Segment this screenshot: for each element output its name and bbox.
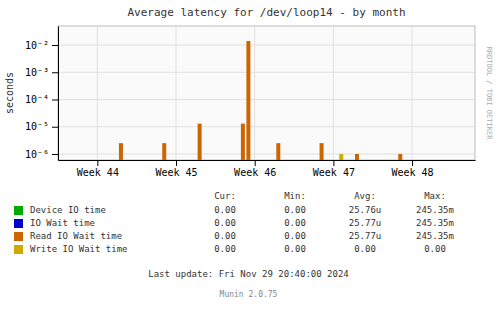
legend-value: 0.00 [284, 244, 306, 254]
title: Average latency for /dev/loop14 - by mon… [127, 6, 405, 19]
legend-entry: Write IO Wait time [30, 244, 128, 254]
bar [398, 154, 402, 160]
tick: Week 48 [391, 160, 433, 178]
tick-mark [97, 160, 98, 166]
tick-mark [52, 72, 58, 73]
tick: 10⁻² [25, 40, 58, 51]
grid [58, 26, 475, 160]
y-axis: 10⁻⁶ 10⁻⁵ 10⁻⁴ 10⁻³ 10⁻² [25, 27, 59, 161]
tick: 10⁻³ [25, 67, 58, 78]
tick-label: Week 45 [155, 167, 197, 178]
tick-mark [52, 45, 58, 46]
legend-swatch [14, 232, 23, 241]
tick: Week 44 [77, 160, 119, 178]
tick: Week 47 [313, 160, 355, 178]
bar [246, 41, 250, 160]
tick-mark [52, 127, 58, 128]
legend-swatch [14, 219, 23, 228]
tick: 10⁻⁴ [25, 94, 58, 105]
grid-line-x [412, 26, 413, 160]
legend-value: 0.00 [284, 218, 306, 228]
legend-value: 0.00 [284, 231, 306, 241]
y-axis-label: seconds [4, 72, 15, 114]
watermark: RRDTOOL / TOBI OETIKER [485, 47, 493, 141]
tick-mark [412, 160, 413, 166]
grid-line-x [254, 26, 255, 160]
legend-entry: Read IO Wait time [30, 231, 122, 241]
tick-label: Week 48 [391, 167, 433, 178]
legend-header: Cur: [214, 191, 236, 201]
bar [339, 154, 343, 160]
tick: 10⁻⁵ [25, 121, 58, 132]
legend-swatch [14, 206, 23, 215]
legend-entry: Device IO time [30, 205, 106, 215]
bar [119, 143, 123, 160]
tick-label: 10⁻⁶ [25, 149, 49, 160]
legend-value: 0.00 [214, 205, 236, 215]
legend-table: Cur: Min: Avg: Max: Device IO time 0.00 0.00 25… [14, 191, 454, 255]
tick: Week 46 [234, 160, 276, 178]
bars [119, 41, 402, 160]
bar [276, 143, 280, 160]
legend-value: 0.00 [214, 244, 236, 254]
legend-header: Max: [424, 191, 446, 201]
grid-line-x [97, 26, 98, 160]
axis-domain [58, 27, 59, 161]
legend-value: 25.77u [349, 231, 382, 241]
x-axis: Week 44 Week 45 Week 46 Week 47 Week 48 [59, 160, 476, 178]
tick-mark [333, 160, 334, 166]
tick: 10⁻⁶ [25, 149, 58, 160]
legend-value: 25.76u [349, 205, 382, 215]
legend-value: 245.35m [416, 218, 454, 228]
legend-value: 245.35m [416, 205, 454, 215]
tick-label: Week 47 [313, 167, 355, 178]
legend-value: 0.00 [214, 231, 236, 241]
tick-mark [52, 154, 58, 155]
bar [355, 154, 359, 160]
tick-mark [52, 99, 58, 100]
legend-value: 0.00 [214, 218, 236, 228]
tick-label: Week 44 [77, 167, 119, 178]
plot-frame [58, 26, 475, 160]
legend-entry: IO Wait time [30, 218, 95, 228]
grid-line-x [333, 26, 334, 160]
legend-swatch [14, 245, 23, 254]
legend-value: 0.00 [354, 244, 376, 254]
bar [162, 143, 166, 160]
tick-label: 10⁻⁵ [25, 121, 49, 132]
footer: Last update: Fri Nov 29 20:40:00 2024 [148, 269, 348, 279]
legend-value: 25.77u [349, 218, 382, 228]
bar [241, 124, 245, 160]
tick-label: 10⁻⁴ [25, 94, 49, 105]
version-note: Munin 2.0.75 [220, 290, 278, 299]
legend-value: 0.00 [424, 244, 446, 254]
tick-label: 10⁻² [25, 40, 49, 51]
legend-value: 0.00 [284, 205, 306, 215]
tick-label: Week 46 [234, 167, 276, 178]
tick-label: 10⁻³ [25, 67, 49, 78]
bar [320, 143, 324, 160]
tick-mark [176, 160, 177, 166]
grid-line-x [176, 26, 177, 160]
legend-header: Min: [284, 191, 306, 201]
tick: Week 45 [155, 160, 197, 178]
chart: Week 44Week 45Week 46Week 47Week 4810⁻⁶1… [0, 0, 497, 311]
legend-value: 245.35m [416, 231, 454, 241]
bar [198, 124, 202, 160]
tick-mark [255, 160, 256, 166]
legend-header: Avg: [354, 191, 376, 201]
